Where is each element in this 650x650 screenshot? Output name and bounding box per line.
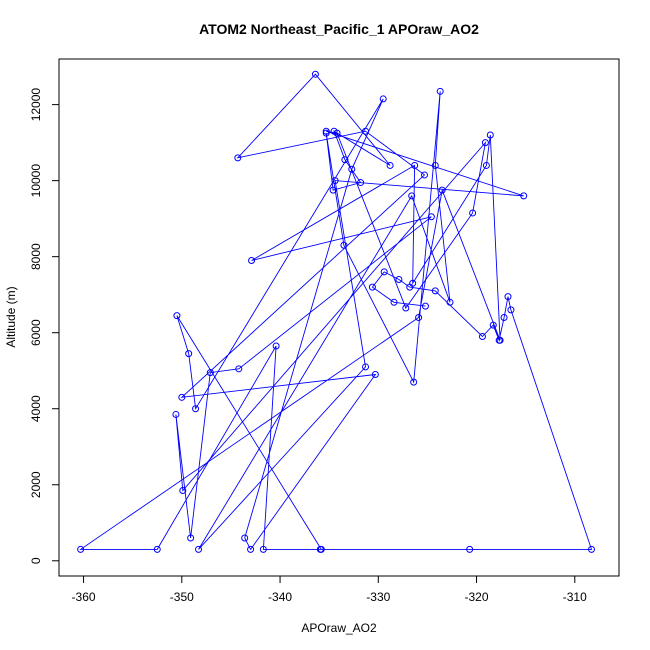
- data-point: [259, 545, 267, 553]
- data-point: [386, 161, 394, 169]
- data-point: [478, 333, 486, 341]
- data-point: [185, 350, 193, 358]
- data-point: [402, 304, 410, 312]
- y-axis-label: Altitude (m): [4, 286, 18, 347]
- data-point: [187, 534, 195, 542]
- y-tick-label: 8000: [29, 243, 43, 270]
- data-point: [395, 275, 403, 283]
- y-tick-label: 6000: [29, 319, 43, 346]
- x-tick-label: -340: [268, 590, 292, 604]
- data-point: [406, 283, 414, 291]
- data-point: [371, 371, 379, 379]
- x-axis: -360 -350 -340 -330 -320 -310: [72, 576, 587, 604]
- data-point: [248, 256, 256, 264]
- data-point: [520, 192, 528, 200]
- data-point: [421, 302, 429, 310]
- data-point: [234, 154, 242, 162]
- data-point: [489, 321, 497, 329]
- data-point: [500, 314, 508, 321]
- data-point: [466, 545, 474, 553]
- data-point: [410, 378, 418, 386]
- x-tick-label: -310: [563, 590, 587, 604]
- data-point: [368, 283, 376, 291]
- data-point: [329, 186, 337, 194]
- x-tick-label: -360: [72, 590, 96, 604]
- data-point: [495, 336, 503, 344]
- data-point: [235, 365, 243, 373]
- data-point: [241, 534, 249, 542]
- data-point: [247, 545, 255, 553]
- data-point: [380, 268, 388, 276]
- x-tick-label: -320: [465, 590, 489, 604]
- x-axis-label: APOraw_AO2: [301, 621, 377, 635]
- y-tick-label: 10000: [29, 164, 43, 198]
- data-point: [427, 213, 435, 221]
- data-point: [316, 545, 324, 553]
- data-point: [420, 171, 428, 179]
- data-point: [322, 129, 330, 137]
- data-point: [415, 314, 423, 321]
- y-tick-label: 4000: [29, 395, 43, 422]
- data-point: [153, 545, 161, 553]
- data-point: [192, 405, 200, 413]
- chart-title: ATOM2 Northeast_Pacific_1 APOraw_AO2: [199, 21, 479, 37]
- plot-frame: [58, 58, 620, 577]
- data-point: [348, 165, 356, 173]
- data-point: [587, 545, 595, 553]
- data-point: [504, 293, 512, 301]
- y-tick-label: 2000: [29, 471, 43, 498]
- data-point: [436, 87, 444, 95]
- data-point: [431, 161, 439, 169]
- data-point: [481, 139, 489, 147]
- data-point: [469, 209, 477, 217]
- data-point: [333, 129, 341, 137]
- y-tick-label: 12000: [29, 88, 43, 122]
- data-point: [341, 156, 349, 164]
- y-tick-label: 0: [29, 557, 43, 564]
- data-point: [206, 369, 214, 377]
- data-point: [411, 161, 419, 169]
- data-point: [486, 131, 494, 139]
- data-point: [507, 306, 515, 314]
- data-point: [390, 298, 398, 306]
- x-tick-label: -330: [366, 590, 390, 604]
- data-point: [195, 545, 203, 553]
- y-axis: 0 2000 4000 6000 8000 10000 12000: [29, 88, 59, 564]
- x-tick-label: -350: [170, 590, 194, 604]
- data-series: [77, 70, 595, 553]
- data-point: [172, 410, 180, 418]
- data-point: [272, 342, 280, 350]
- data-point: [482, 161, 490, 169]
- data-point: [173, 312, 181, 320]
- data-point: [311, 70, 319, 78]
- data-point: [438, 186, 446, 194]
- data-point: [340, 241, 348, 249]
- data-point: [362, 127, 370, 135]
- data-point: [322, 127, 330, 135]
- data-point: [357, 179, 365, 187]
- data-point: [408, 192, 416, 200]
- data-point: [379, 95, 387, 103]
- series-line: [79, 73, 593, 551]
- data-point: [331, 177, 339, 185]
- data-point: [446, 298, 454, 306]
- data-point: [77, 545, 85, 553]
- data-point: [362, 363, 370, 371]
- data-point: [179, 486, 187, 494]
- data-point: [431, 287, 439, 295]
- data-point: [178, 393, 186, 401]
